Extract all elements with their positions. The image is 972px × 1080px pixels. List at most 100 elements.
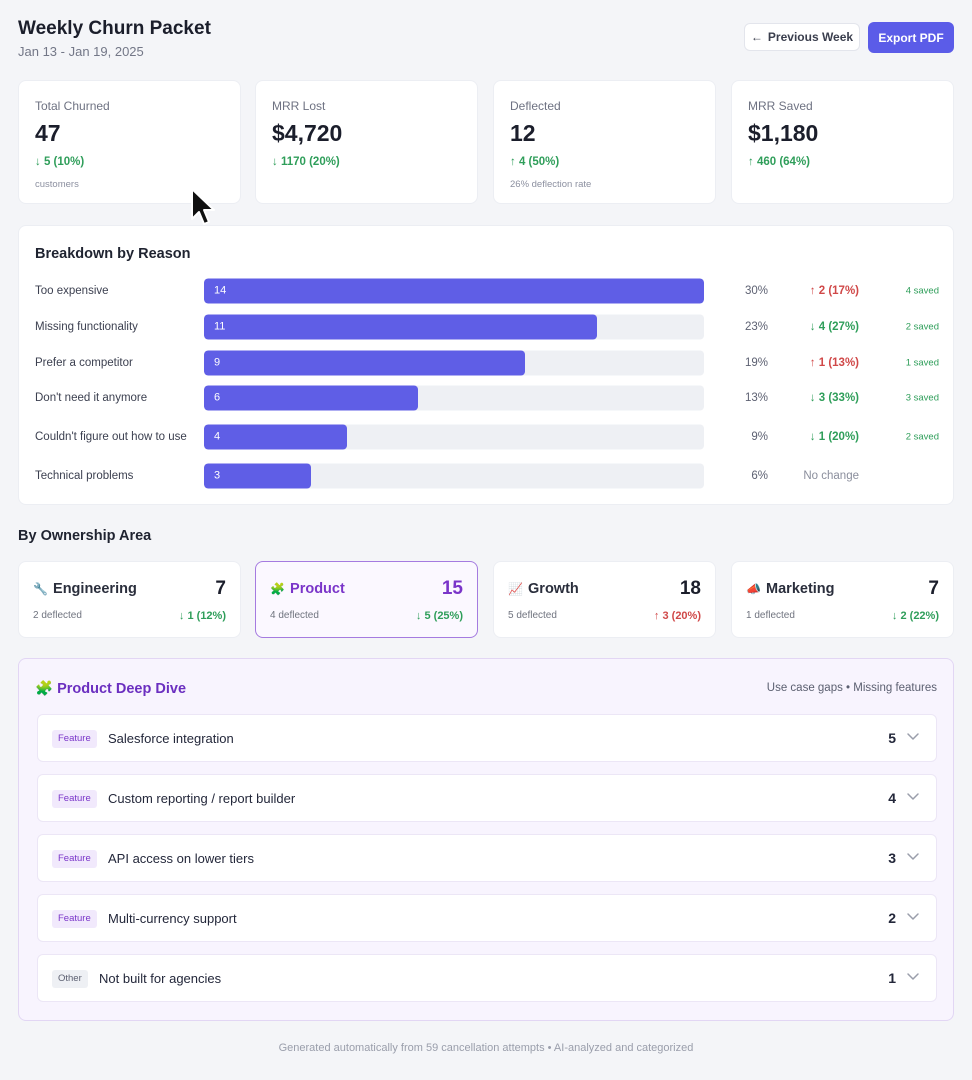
- ownership-delta: ↑ 3 (20%): [653, 610, 701, 622]
- ownership-name-text: Marketing: [766, 581, 835, 597]
- ownership-deflected: 5 deflected: [508, 610, 557, 621]
- ownership-card-product[interactable]: 🧩 Product 15 4 deflected ↓ 5 (25%): [255, 561, 478, 638]
- kpi-delta: ↓ 1170 (20%): [272, 156, 340, 168]
- ownership-count: 7: [215, 578, 226, 599]
- kpi-card-mrr-saved: MRR Saved $1,180 ↑ 460 (64%): [731, 80, 954, 204]
- ownership-name: 📈 Growth: [508, 581, 579, 597]
- reason-bar-track: 3: [204, 463, 704, 489]
- item-count: 5: [888, 730, 896, 746]
- ownership-card-foot: 2 deflected ↓ 1 (12%): [33, 610, 226, 624]
- chevron-down-icon[interactable]: [906, 729, 920, 743]
- deep-dive-item[interactable]: Feature Multi-currency support 2: [37, 894, 937, 942]
- item-count: 2: [888, 910, 896, 926]
- ownership-name-text: Growth: [528, 581, 579, 597]
- reason-bar-track: 11: [204, 314, 704, 340]
- kpi-label: MRR Lost: [272, 99, 326, 113]
- item-text: Multi-currency support: [108, 911, 237, 926]
- reason-row: Prefer a competitor 9 19% ↑ 1 (13%) 1 saved: [19, 345, 955, 381]
- reason-label: Too expensive: [35, 285, 109, 297]
- reason-saved: 2 saved: [905, 321, 939, 333]
- reason-bar: [204, 463, 312, 489]
- kpi-value: 47: [35, 120, 61, 146]
- ownership-card-marketing[interactable]: 📣 Marketing 7 1 deflected ↓ 2 (22%): [731, 561, 954, 638]
- item-count: 1: [888, 970, 896, 986]
- item-tag: Feature: [52, 910, 97, 928]
- reason-saved: 3 saved: [905, 392, 939, 404]
- reason-row: Too expensive 14 30% ↑ 2 (17%) 4 saved: [19, 273, 955, 309]
- item-count: 4: [888, 790, 896, 806]
- reason-delta: ↑ 2 (17%): [809, 285, 859, 297]
- reason-bar: [204, 385, 419, 411]
- ownership-card-foot: 1 deflected ↓ 2 (22%): [746, 610, 939, 624]
- reason-bar-count: 14: [214, 284, 227, 297]
- deep-dive-meta: Use case gaps • Missing features: [766, 682, 937, 694]
- ownership-deflected: 1 deflected: [746, 610, 795, 621]
- ownership-card-growth[interactable]: 📈 Growth 18 5 deflected ↑ 3 (20%): [493, 561, 716, 638]
- chevron-down-icon[interactable]: [906, 849, 920, 863]
- item-text: Not built for agencies: [99, 971, 222, 986]
- reason-label: Couldn't figure out how to use: [35, 431, 187, 443]
- kpi-note: customers: [35, 179, 79, 190]
- deep-dive-item[interactable]: Feature API access on lower tiers 3: [37, 834, 937, 882]
- reason-percent: 9%: [751, 431, 768, 443]
- puzzle-icon: 🧩: [270, 582, 285, 596]
- reason-bar-track: 4: [204, 424, 704, 450]
- deep-dive-item[interactable]: Feature Custom reporting / report builder…: [37, 774, 937, 822]
- item-tag: Feature: [52, 850, 97, 868]
- reason-label: Technical problems: [35, 470, 134, 482]
- item-tag: Other: [52, 970, 88, 988]
- ownership-delta: ↓ 1 (12%): [178, 610, 226, 622]
- ownership-title: By Ownership Area: [18, 528, 152, 544]
- ownership-card-head: 📣 Marketing 7: [746, 578, 939, 600]
- kpi-card-total-churned: Total Churned 47 ↓ 5 (10%) customers: [18, 80, 241, 204]
- reason-percent: 30%: [744, 285, 768, 297]
- reason-delta: ↓ 1 (20%): [809, 431, 859, 443]
- previous-week-button[interactable]: ← Previous Week: [744, 23, 860, 51]
- reason-row: Couldn't figure out how to use 4 9% ↓ 1 (20…: [19, 419, 955, 455]
- kpi-card-deflected: Deflected 12 ↑ 4 (50%) 26% deflection ra…: [493, 80, 716, 204]
- item-count: 3: [888, 850, 896, 866]
- kpi-delta: ↑ 460 (64%): [748, 156, 811, 168]
- item-text: Salesforce integration: [108, 731, 234, 746]
- chevron-down-icon[interactable]: [906, 969, 920, 983]
- ownership-delta: ↓ 2 (22%): [891, 610, 939, 622]
- ownership-row: 🔧 Engineering 7 2 deflected ↓ 1 (12%) 🧩 Prod…: [18, 561, 954, 638]
- reason-bar-track: 6: [204, 385, 704, 411]
- reason-bar-count: 11: [214, 320, 226, 333]
- reason-delta: ↓ 3 (33%): [809, 392, 859, 404]
- ownership-name: 📣 Marketing: [746, 581, 835, 597]
- reason-bar: [204, 350, 526, 376]
- reason-saved: 4 saved: [905, 285, 939, 297]
- reason-percent: 6%: [751, 470, 768, 482]
- ownership-name: 🧩 Product: [270, 581, 345, 597]
- ownership-delta: ↓ 5 (25%): [415, 610, 463, 622]
- deep-dive-item[interactable]: Other Not built for agencies 1: [37, 954, 937, 1002]
- wrench-icon: 🔧: [33, 582, 48, 596]
- reason-saved: 1 saved: [905, 357, 939, 369]
- chart-up-icon: 📈: [508, 582, 523, 596]
- ownership-card-engineering[interactable]: 🔧 Engineering 7 2 deflected ↓ 1 (12%): [18, 561, 241, 638]
- chevron-down-icon[interactable]: [906, 789, 920, 803]
- item-text: API access on lower tiers: [108, 851, 254, 866]
- page-title: Weekly Churn Packet: [18, 18, 211, 39]
- reason-bar-track: 9: [204, 350, 704, 376]
- reason-label: Missing functionality: [35, 321, 138, 333]
- kpi-row: Total Churned 47 ↓ 5 (10%) customers MRR…: [18, 80, 954, 204]
- reason-percent: 23%: [744, 321, 768, 333]
- reason-percent: 13%: [744, 392, 768, 404]
- ownership-name-text: Product: [290, 581, 345, 597]
- reason-bar-count: 3: [214, 469, 221, 482]
- reason-bar-count: 4: [214, 430, 221, 443]
- deep-dive-item[interactable]: Feature Salesforce integration 5: [37, 714, 937, 762]
- kpi-card-mrr-lost: MRR Lost $4,720 ↓ 1170 (20%): [255, 80, 478, 204]
- reason-delta: ↑ 1 (13%): [809, 357, 859, 369]
- item-tag: Feature: [52, 730, 97, 748]
- export-pdf-button[interactable]: Export PDF: [868, 22, 954, 53]
- kpi-value: $4,720: [272, 120, 343, 146]
- ownership-count: 15: [441, 578, 463, 599]
- breakdown-title: Breakdown by Reason: [35, 246, 191, 262]
- chevron-down-icon[interactable]: [906, 909, 920, 923]
- kpi-label: MRR Saved: [748, 99, 813, 113]
- arrow-left-icon: ←: [750, 30, 763, 44]
- kpi-delta: ↓ 5 (10%): [35, 156, 85, 168]
